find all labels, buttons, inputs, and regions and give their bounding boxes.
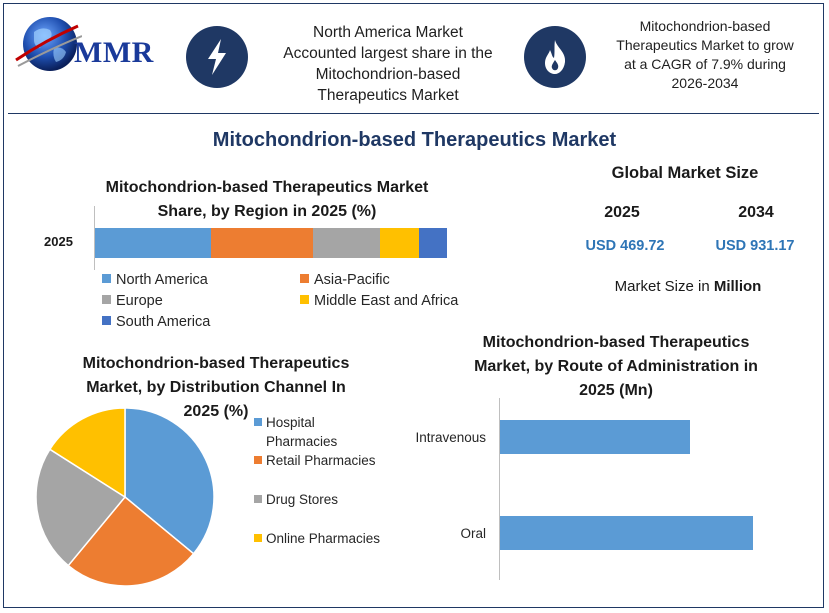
- legend-swatch: [102, 316, 111, 325]
- info2-line3: at a CAGR of 7.9% during: [624, 56, 786, 72]
- pie-slice-retail-pharmacies: [67, 495, 195, 587]
- unit-note-bold: Million: [713, 278, 762, 295]
- region-legend-item-middle-east-and-africa: Middle East and Africa: [300, 293, 458, 309]
- region-chart-title: Mitochondrion-based Therapeutics Market …: [80, 176, 454, 224]
- info-north-america: North America Market Accounted largest s…: [268, 22, 508, 106]
- pie-legend-item-retail-pharmacies: Retail Pharmacies: [254, 451, 384, 470]
- unit-note-prefix: Market Size in: [614, 278, 714, 295]
- info1-line1: North America Market: [313, 24, 463, 41]
- mmr-logo: MMR: [12, 10, 172, 80]
- distribution-title-line2: Market, by Distribution Channel In: [86, 379, 346, 396]
- info-cagr: Mitochondrion-based Therapeutics Market …: [600, 17, 810, 93]
- pie-slice-drug-stores: [35, 448, 127, 567]
- flame-icon: [524, 26, 586, 88]
- region-legend-item-north-america: North America: [102, 272, 208, 288]
- market-size-value-2025: USD 469.72: [585, 238, 665, 254]
- logo-text: MMR: [74, 36, 154, 69]
- route-bar-oral: [500, 516, 753, 550]
- route-bar-chart: Intravenous Oral: [415, 398, 753, 580]
- legend-label: Asia-Pacific: [314, 272, 390, 288]
- region-bar-segment-middle-east-and-africa: [380, 228, 419, 258]
- route-title-line2: Market, by Route of Administration in: [474, 358, 758, 375]
- distribution-title-line1: Mitochondrion-based Therapeutics: [82, 355, 350, 372]
- lightning-icon: [186, 26, 248, 88]
- market-size-year-2025: 2025: [604, 204, 640, 221]
- info1-line3: Mitochondrion-based: [315, 66, 461, 83]
- legend-swatch: [254, 456, 262, 464]
- distribution-chart-title: Mitochondrion-based Therapeutics Market,…: [46, 352, 386, 424]
- legend-label: Online Pharmacies: [266, 531, 381, 546]
- pie-legend-item-hospital-pharmacies: Hospital Pharmacies: [254, 413, 384, 451]
- region-bar-category-label: 2025: [44, 234, 73, 249]
- legend-label: Retail Pharmacies: [266, 453, 376, 468]
- main-title: Mitochondrion-based Therapeutics Market: [212, 129, 617, 151]
- pie-legend-item-drug-stores: Drug Stores: [254, 490, 384, 509]
- distribution-title-line3: 2025 (%): [183, 403, 249, 420]
- region-legend-item-europe: Europe: [102, 293, 163, 309]
- distribution-legend: Hospital Pharmacies Retail Pharmacies Drug…: [254, 413, 394, 563]
- route-bar-intravenous: [500, 420, 690, 454]
- legend-swatch: [254, 534, 262, 542]
- legend-label: Hospital Pharmacies: [266, 415, 338, 449]
- region-legend: North America Asia-Pacific Europe Middle Ea…: [102, 272, 502, 338]
- legend-label: Middle East and Africa: [314, 293, 459, 309]
- info2-line2: Therapeutics Market to grow: [616, 37, 794, 53]
- info2-line4: 2026-2034: [671, 75, 739, 91]
- legend-swatch: [300, 295, 309, 304]
- legend-label: North America: [116, 272, 208, 288]
- legend-swatch: [254, 418, 262, 426]
- region-bar-segment-europe: [313, 228, 380, 258]
- pie-slice-hospital-pharmacies: [124, 407, 215, 555]
- region-bar-segment-asia-pacific: [211, 228, 314, 258]
- region-stacked-bar: [94, 206, 474, 270]
- globe-icon: [15, 17, 82, 71]
- region-title-line2: Share, by Region in 2025 (%): [157, 203, 377, 220]
- pie-legend-item-online-pharmacies: Online Pharmacies: [254, 529, 384, 548]
- route-label-intravenous: Intravenous: [415, 430, 486, 445]
- region-bar-segment-south-america: [418, 228, 447, 258]
- market-size-year-2034: 2034: [738, 204, 774, 221]
- header-divider: [8, 113, 819, 114]
- legend-swatch: [254, 495, 262, 503]
- market-size-title: Global Market Size: [611, 164, 759, 182]
- market-size-value-2034: USD 931.17: [715, 238, 795, 254]
- region-legend-item-south-america: South America: [102, 314, 210, 330]
- distribution-pie-chart: [35, 407, 215, 587]
- route-title-line3: 2025 (Mn): [579, 382, 653, 399]
- region-axis: [94, 206, 95, 270]
- region-title-line1: Mitochondrion-based Therapeutics Market: [105, 179, 429, 196]
- legend-swatch: [300, 274, 309, 283]
- legend-swatch: [102, 274, 111, 283]
- route-label-oral: Oral: [460, 526, 486, 541]
- legend-label: Drug Stores: [266, 492, 339, 507]
- market-size-unit-note: Market Size in Million: [580, 278, 796, 295]
- region-bar-segment-north-america: [95, 228, 212, 258]
- region-legend-item-asia-pacific: Asia-Pacific: [300, 272, 390, 288]
- info2-line1: Mitochondrion-based: [639, 18, 771, 34]
- info1-line2: Accounted largest share in the: [283, 45, 493, 62]
- legend-label: Europe: [116, 293, 163, 309]
- route-chart-title: Mitochondrion-based Therapeutics Market,…: [446, 331, 786, 403]
- info1-line4: Therapeutics Market: [317, 87, 459, 104]
- route-title-line1: Mitochondrion-based Therapeutics: [482, 334, 750, 351]
- pie-slice-online-pharmacies: [48, 407, 126, 499]
- legend-swatch: [102, 295, 111, 304]
- legend-label: South America: [116, 314, 211, 330]
